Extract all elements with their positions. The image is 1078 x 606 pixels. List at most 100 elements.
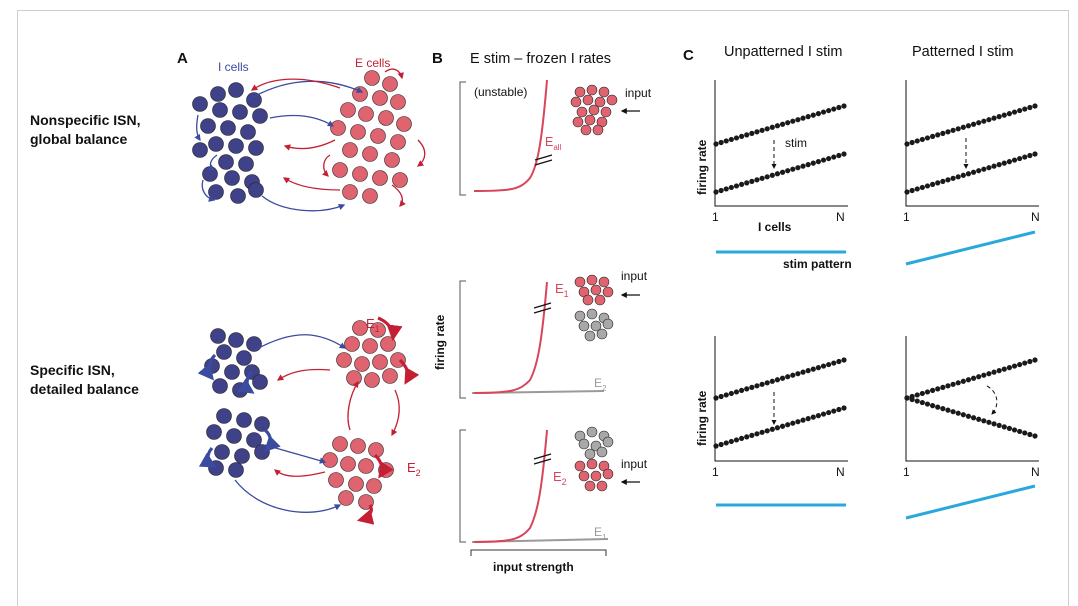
- i-cell: [228, 332, 244, 348]
- gray-cell: [596, 446, 608, 458]
- neuron-dot: [836, 104, 842, 111]
- plot2-y-bracket: [459, 280, 466, 399]
- i2-self-arrow: [198, 446, 217, 468]
- neuron-dot: [991, 421, 997, 427]
- neuron-dot: [919, 390, 925, 397]
- i-cell: [228, 138, 244, 154]
- e-cell: [606, 94, 618, 106]
- neuron-dot: [924, 389, 931, 395]
- e-cell: [574, 276, 586, 288]
- e2-self-arrow: [356, 504, 375, 525]
- neuron-dot: [1027, 152, 1033, 159]
- neuron-dot: [919, 184, 925, 191]
- neuron-dot: [904, 395, 910, 401]
- neuron-dot: [744, 434, 750, 440]
- e-cell: [350, 438, 366, 454]
- panel-c: C Unpatterned I stim Patterned I stim fi…: [683, 44, 1040, 520]
- e-cell: [372, 90, 388, 106]
- i-cell: [254, 416, 270, 432]
- neuron-dot: [713, 189, 719, 195]
- neuron-dot: [836, 152, 842, 159]
- panel-b-title: E stim – frozen I rates: [470, 51, 611, 67]
- e-cell: [330, 120, 346, 136]
- patterned-title: Patterned I stim: [912, 44, 1014, 60]
- e-cell: [342, 184, 358, 200]
- neuron-dot: [970, 375, 977, 381]
- neuron-dot: [970, 415, 977, 421]
- neuron-dot: [754, 177, 760, 183]
- e-cell: [592, 124, 604, 136]
- break-mark: [534, 154, 553, 166]
- gray-cell: [578, 320, 590, 332]
- e-cell: [362, 188, 378, 204]
- i-cell: [246, 432, 262, 448]
- i-cell: [246, 92, 262, 108]
- e-cell: [364, 70, 380, 86]
- neuron-dot: [935, 404, 941, 410]
- e-cell: [570, 96, 582, 108]
- neuron-dot: [909, 139, 915, 146]
- neuron-dot: [1001, 366, 1007, 372]
- e-cell: [584, 480, 596, 492]
- e-cell: [598, 86, 610, 98]
- neuron-dot: [790, 166, 796, 172]
- neuron-dot: [981, 372, 987, 378]
- neuron-dot: [774, 123, 781, 129]
- e1-to-i1-arrow: [276, 368, 331, 381]
- e-cell: [332, 436, 348, 452]
- neuron-dot: [930, 387, 936, 393]
- neuron-dot: [991, 369, 997, 375]
- e-cell: [332, 162, 348, 178]
- neuron-dot: [754, 383, 760, 389]
- neuron-dot: [991, 115, 997, 121]
- neuron-dot: [945, 129, 951, 135]
- neuron-dot: [733, 183, 740, 189]
- e-cell: [340, 456, 356, 472]
- figure-frame: [17, 10, 1069, 606]
- neuron-dot: [924, 401, 931, 407]
- neuron-dot: [769, 124, 775, 130]
- input-strength-xlabel: input strength: [493, 560, 574, 574]
- neuron-dot: [810, 366, 816, 372]
- neuron-dot: [749, 432, 755, 438]
- c-tl-axes: [714, 80, 848, 207]
- i1-self-arrow: [197, 353, 217, 381]
- neuron-dot: [759, 127, 765, 133]
- neuron-dot: [805, 368, 811, 374]
- neuron-dot: [950, 409, 956, 415]
- e-to-i-arrow: [283, 139, 336, 151]
- neuron-dot: [718, 441, 724, 448]
- neuron-dot: [976, 120, 982, 126]
- neuron-dot: [940, 178, 946, 184]
- i-cell: [248, 140, 264, 156]
- neuron-dot: [728, 184, 734, 191]
- i-cell: [210, 86, 226, 102]
- e-cell: [586, 274, 598, 286]
- i-self-arrow: [194, 114, 201, 142]
- neuron-dot: [841, 357, 847, 363]
- row1-label-line1: Nonspecific ISN,: [30, 112, 140, 128]
- neuron-dot: [930, 403, 936, 409]
- neuron-dot: [759, 429, 765, 435]
- break-mark: [533, 302, 552, 314]
- neuron-dot: [739, 181, 745, 187]
- e-cell: [366, 478, 382, 494]
- e-self-arrow: [391, 184, 406, 207]
- e1-curve-label: E1: [555, 281, 569, 299]
- i-cell: [236, 350, 252, 366]
- neuron-dot: [1006, 365, 1013, 371]
- neuron-dot: [739, 387, 745, 393]
- neuron-dot: [935, 386, 941, 392]
- neuron-dot: [904, 189, 910, 195]
- neuron-dot: [1032, 357, 1038, 363]
- neuron-dot: [800, 369, 806, 375]
- neuron-dot: [718, 187, 724, 194]
- neuron-dot: [1006, 425, 1013, 431]
- neuron-dot: [935, 180, 941, 186]
- neuron-dot: [955, 126, 961, 132]
- i-cell: [192, 96, 208, 112]
- i-cells-axis-label: I cells: [758, 220, 792, 234]
- i-cell: [228, 82, 244, 98]
- e-cell: [372, 354, 388, 370]
- e-cell: [342, 142, 358, 158]
